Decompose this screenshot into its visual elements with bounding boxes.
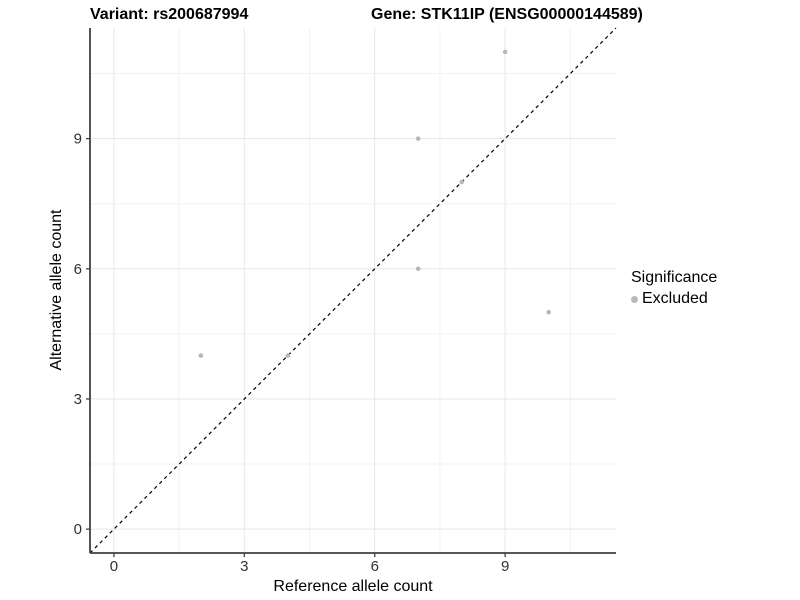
identity-line: [89, 27, 617, 554]
x-tick-label: 3: [240, 558, 248, 575]
data-point: [502, 49, 508, 55]
data-point: [198, 353, 204, 358]
y-tick-label: 6: [74, 261, 82, 278]
y-tick-label: 3: [74, 391, 82, 408]
legend-item-excluded: Excluded: [631, 290, 717, 308]
variant-title: Variant: rs200687994: [90, 6, 249, 23]
x-tick-label: 9: [501, 558, 509, 575]
data-point: [415, 136, 421, 141]
y-tick-label: 9: [74, 131, 82, 148]
y-axis-label: Alternative allele count: [48, 209, 65, 371]
x-axis-label: Reference allele count: [273, 578, 433, 595]
data-point: [546, 309, 551, 315]
legend-item-label: Excluded: [642, 290, 708, 307]
legend: Significance Excluded: [631, 269, 717, 308]
legend-title: Significance: [631, 269, 718, 286]
gene-title: Gene: STK11IP (ENSG00000144589): [371, 6, 643, 23]
x-tick-label: 6: [371, 558, 379, 575]
data-point: [415, 266, 421, 272]
x-tick-label: 0: [110, 558, 118, 575]
data-point: [459, 179, 464, 185]
data-point: [285, 353, 291, 358]
y-tick-label: 0: [74, 521, 82, 538]
legend-point-icon: [631, 295, 638, 303]
